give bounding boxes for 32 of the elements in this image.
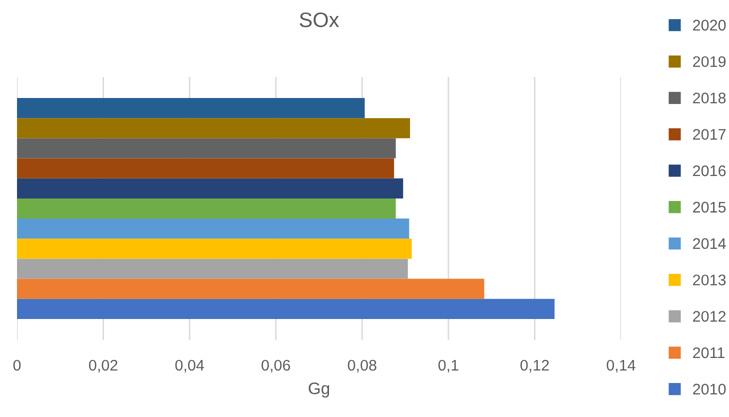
x-tick-label: 0,06 bbox=[262, 360, 290, 372]
x-tick-label: 0,04 bbox=[175, 360, 204, 372]
legend-label: 2014 bbox=[693, 238, 726, 249]
bar bbox=[17, 298, 555, 319]
bar bbox=[17, 158, 394, 178]
bar bbox=[17, 198, 396, 219]
x-tick-label: 0,08 bbox=[348, 360, 376, 372]
legend-label: 2020 bbox=[693, 20, 726, 31]
bar bbox=[17, 258, 408, 279]
bar bbox=[17, 238, 412, 259]
bar bbox=[17, 98, 365, 118]
bar bbox=[17, 178, 404, 198]
chart-title: SOx bbox=[300, 12, 340, 28]
bar bbox=[17, 118, 410, 138]
bar bbox=[17, 218, 410, 239]
x-tick-label: 0,14 bbox=[606, 360, 636, 372]
legend-label: 2012 bbox=[693, 310, 726, 322]
legend-label: 2011 bbox=[693, 347, 724, 358]
x-tick-label: 0,1 bbox=[438, 360, 458, 372]
bar bbox=[17, 278, 484, 299]
legend-label: 2017 bbox=[693, 128, 726, 140]
legend-label: 2010 bbox=[693, 384, 726, 395]
legend-label: 2018 bbox=[693, 92, 726, 104]
legend-label: 2013 bbox=[693, 274, 726, 286]
x-tick-label: 0 bbox=[13, 360, 21, 371]
legend-label: 2019 bbox=[693, 56, 726, 68]
x-tick-label: 0,02 bbox=[89, 360, 118, 372]
bar bbox=[17, 138, 396, 158]
x-tick-label: 0,12 bbox=[520, 360, 549, 372]
legend-label: 2015 bbox=[693, 202, 726, 213]
x-axis-title: Gg bbox=[308, 382, 330, 398]
legend-label: 2016 bbox=[693, 165, 726, 176]
